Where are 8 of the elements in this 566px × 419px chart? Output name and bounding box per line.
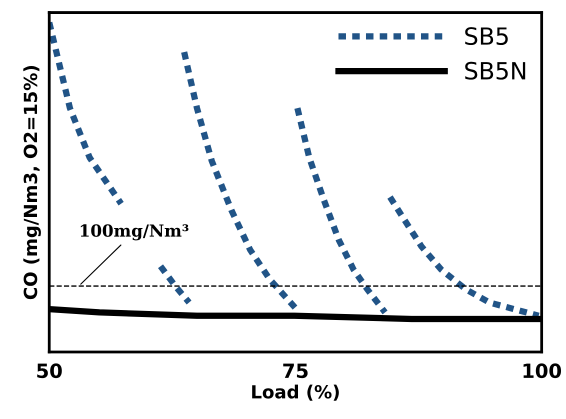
x-tick-label: 75 bbox=[283, 364, 308, 378]
ref-line-label: 100mg/Nm³ bbox=[80, 224, 188, 240]
x-axis-title: Load (%) bbox=[252, 384, 339, 401]
x-tick-label: 100 bbox=[524, 363, 562, 378]
legend-label: SB5 bbox=[465, 27, 508, 46]
x-tick-label: 50 bbox=[37, 363, 62, 378]
legend-label: SB5N bbox=[465, 62, 526, 80]
y-axis-title: CO (mg/Nm3, O2=15%) bbox=[23, 66, 41, 300]
